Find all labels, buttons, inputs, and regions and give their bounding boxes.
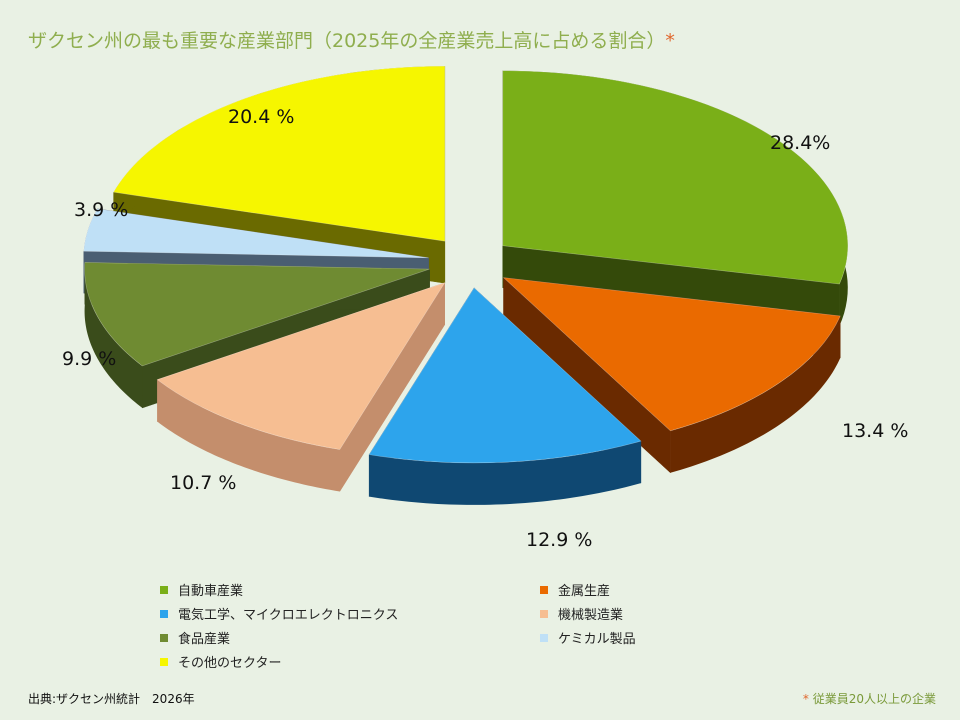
slice-top-2 [368, 287, 642, 464]
slice-rim-1 [670, 315, 841, 473]
chart-title: ザクセン州の最も重要な産業部門（2025年の全産業売上高に占める割合）* [28, 26, 675, 53]
title-asterisk: * [665, 30, 675, 52]
footnote-text: 従業員20人以上の企業 [812, 692, 936, 706]
slice-top-0 [502, 70, 849, 285]
chart-title-text: ザクセン州の最も重要な産業部門（2025年の全産業売上高に占める割合） [28, 30, 666, 52]
slice-0 [502, 70, 849, 327]
slice-2 [368, 287, 642, 505]
slice-top-1 [502, 277, 841, 432]
slice-top-6 [113, 65, 446, 242]
slice-3 [156, 281, 446, 493]
slice-label-6: 20.4 % [228, 106, 294, 128]
footnote-asterisk: * [802, 692, 809, 706]
slice-label-1: 13.4 % [842, 420, 908, 442]
slice-label-4: 9.9 % [62, 348, 116, 370]
footnote: * 従業員20人以上の企業 [803, 690, 936, 707]
slice-rim-4 [84, 262, 143, 408]
slice-top-3 [156, 282, 446, 450]
slice-1 [502, 277, 841, 474]
slice-sides [83, 65, 849, 505]
slice-label-3: 10.7 % [170, 472, 236, 494]
slice-label-5: 3.9 % [74, 199, 128, 221]
slice-top-5 [83, 208, 429, 259]
slice-top-4 [84, 262, 430, 367]
slice-rim-2 [369, 441, 641, 505]
slice-label-0: 28.4% [770, 132, 830, 154]
source-note: 出典:ザクセン州統計 2026年 [28, 692, 195, 706]
slice-rim-3 [157, 379, 340, 492]
slice-label-2: 12.9 % [526, 529, 592, 551]
